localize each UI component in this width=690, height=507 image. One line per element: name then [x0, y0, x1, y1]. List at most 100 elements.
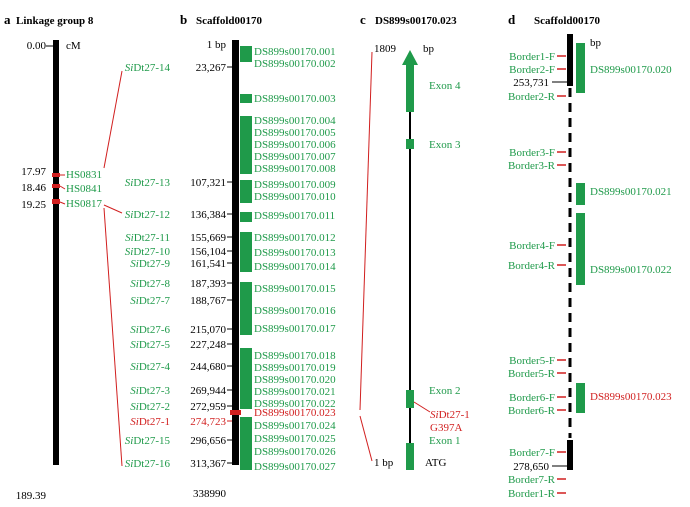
marker-label-dt27-1: SiDt27-1 — [130, 416, 170, 428]
gene-label-021: DS899s00170.021 — [254, 386, 336, 398]
pos-278650: 278,650 — [513, 461, 549, 473]
border-label-border4-r: Border4-R — [508, 260, 556, 272]
gene-022-box — [576, 213, 585, 285]
border-label-border5-r: Border5-R — [508, 368, 556, 380]
gene-021-label: DS899s00170.021 — [590, 186, 672, 198]
gene-block-3 — [240, 116, 252, 174]
marker-pos-dt27-11: 155,669 — [190, 232, 226, 244]
scaffold-bar — [232, 40, 239, 465]
border-label-border7-r: Border7-R — [508, 474, 556, 486]
border-label-border6-f: Border6-F — [509, 392, 555, 404]
border-label-border3-f: Border3-F — [509, 147, 555, 159]
marker-label-dt27-15: SiDt27-15 — [125, 435, 171, 447]
exon-1-label: Exon 1 — [429, 435, 460, 447]
gene-label-004: DS899s00170.004 — [254, 115, 336, 127]
scaffold-d-bottom-bar — [567, 440, 573, 470]
gene-label-022: DS899s00170.022 — [254, 398, 336, 410]
gene-label-001: DS899s00170.001 — [254, 46, 336, 58]
hs0831-band — [52, 173, 60, 177]
mutation-label: SiDt27-1 — [430, 409, 470, 421]
scaffold-top-pos: 1 bp — [207, 39, 227, 51]
gene-block-9 — [240, 417, 252, 470]
gene-label-007: DS899s00170.007 — [254, 151, 336, 163]
marker-pos-dt27-15: 296,656 — [190, 435, 226, 447]
gene-label-018: DS899s00170.018 — [254, 350, 336, 362]
marker-pos-dt27-9: 161,541 — [190, 258, 226, 270]
panel-d-title: Scaffold00170 — [534, 15, 601, 27]
gene-021-box — [576, 183, 585, 205]
gene-label-011: DS899s00170.011 — [254, 210, 335, 222]
linkage-group-bar — [53, 40, 59, 465]
gene-label-015: DS899s00170.015 — [254, 283, 336, 295]
marker-label-dt27-8: SiDt27-8 — [130, 278, 170, 290]
panel-d-unit: bp — [590, 37, 602, 49]
gene-block-2 — [240, 94, 252, 103]
lg-tick-1: 17.97 — [21, 166, 46, 178]
gene-label-027: DS899s00170.027 — [254, 461, 336, 473]
pos-253731: 253,731 — [513, 77, 549, 89]
gene-block-7 — [240, 282, 252, 335]
border-label-border3-r: Border3-R — [508, 160, 556, 172]
marker-label-dt27-11: SiDt27-11 — [125, 232, 170, 244]
border-label-border2-r: Border2-R — [508, 91, 556, 103]
gene-top-unit: bp — [423, 43, 435, 55]
marker-pos-dt27-4: 244,680 — [190, 361, 226, 373]
marker-label-dt27-2: SiDt27-2 — [130, 401, 170, 413]
marker-label-dt27-3: SiDt27-3 — [130, 385, 170, 397]
panel-c: c DS899s00170.023 1809 bp 1 bp ATG Exon … — [360, 12, 470, 470]
gene-block-1 — [240, 46, 252, 62]
exon-3-box — [406, 139, 414, 149]
border-label-border5-f: Border5-F — [509, 355, 555, 367]
marker-pos-dt27-1: 274,723 — [190, 416, 226, 428]
lg-bottom-value: 189.39 — [16, 490, 47, 502]
mutation-change: G397A — [430, 422, 462, 434]
border-label-border1-f: Border1-F — [509, 51, 555, 63]
panel-b-title: Scaffold00170 — [196, 15, 263, 27]
marker-pos-dt27-16: 313,367 — [190, 458, 226, 470]
exon-4-label: Exon 4 — [429, 80, 461, 92]
gene-label-013: DS899s00170.013 — [254, 247, 336, 259]
panel-d: d Scaffold00170 bp DS899s00170.020 DS899… — [508, 12, 672, 500]
gene-label-019: DS899s00170.019 — [254, 362, 336, 374]
panel-c-title: DS899s00170.023 — [375, 15, 457, 27]
border-label-border1-r: Border1-R — [508, 488, 556, 500]
gene-label-025: DS899s00170.025 — [254, 433, 336, 445]
marker-hs0817: HS0817 — [66, 198, 103, 210]
exon-2-label: Exon 2 — [429, 385, 460, 397]
gene-label-012: DS899s00170.012 — [254, 232, 336, 244]
panel-a-title: Linkage group 8 — [16, 15, 94, 27]
gene-label-014: DS899s00170.014 — [254, 261, 336, 273]
marker-hs0831: HS0831 — [66, 169, 102, 181]
panel-c-letter: c — [360, 12, 366, 27]
gene-label-024: DS899s00170.024 — [254, 420, 336, 432]
gene-label-026: DS899s00170.026 — [254, 446, 336, 458]
gene-020-label: DS899s00170.020 — [590, 64, 672, 76]
gene-label-003: DS899s00170.003 — [254, 93, 336, 105]
gene-label-023: DS899s00170.023 — [254, 407, 336, 419]
marker-pos-dt27-12: 136,384 — [190, 209, 226, 221]
gene-top-pos: 1809 — [374, 43, 397, 55]
marker-pos-dt27-10: 156,104 — [190, 246, 226, 258]
marker-label-dt27-13: SiDt27-13 — [125, 177, 171, 189]
gene-label-002: DS899s00170.002 — [254, 58, 336, 70]
scaffold-d-top-bar — [567, 34, 573, 86]
marker-label-dt27-5: SiDt27-5 — [130, 339, 170, 351]
marker-pos-dt27-5: 227,248 — [190, 339, 226, 351]
gene-block-6 — [240, 232, 252, 272]
start-codon: ATG — [425, 457, 446, 469]
gene-label-017: DS899s00170.017 — [254, 323, 336, 335]
marker-pos-dt27-6: 215,070 — [190, 324, 226, 336]
hs0841-band — [52, 184, 60, 188]
panel-a-letter: a — [4, 12, 11, 27]
marker-label-dt27-9: SiDt27-9 — [130, 258, 170, 270]
marker-label-dt27-12: SiDt27-12 — [125, 209, 170, 221]
marker-pos-dt27-7: 188,767 — [190, 295, 226, 307]
marker-label-dt27-14: SiDt27-14 — [125, 62, 171, 74]
marker-label-dt27-10: SiDt27-10 — [125, 246, 171, 258]
marker-pos-dt27-14: 23,267 — [196, 62, 227, 74]
marker-pos-dt27-2: 272,959 — [190, 401, 226, 413]
gene-label-008: DS899s00170.008 — [254, 163, 336, 175]
panel-b: b Scaffold00170 1 bp 338990 SiDt27-14 23,… — [125, 12, 373, 500]
marker-label-dt27-4: SiDt27-4 — [130, 361, 170, 373]
